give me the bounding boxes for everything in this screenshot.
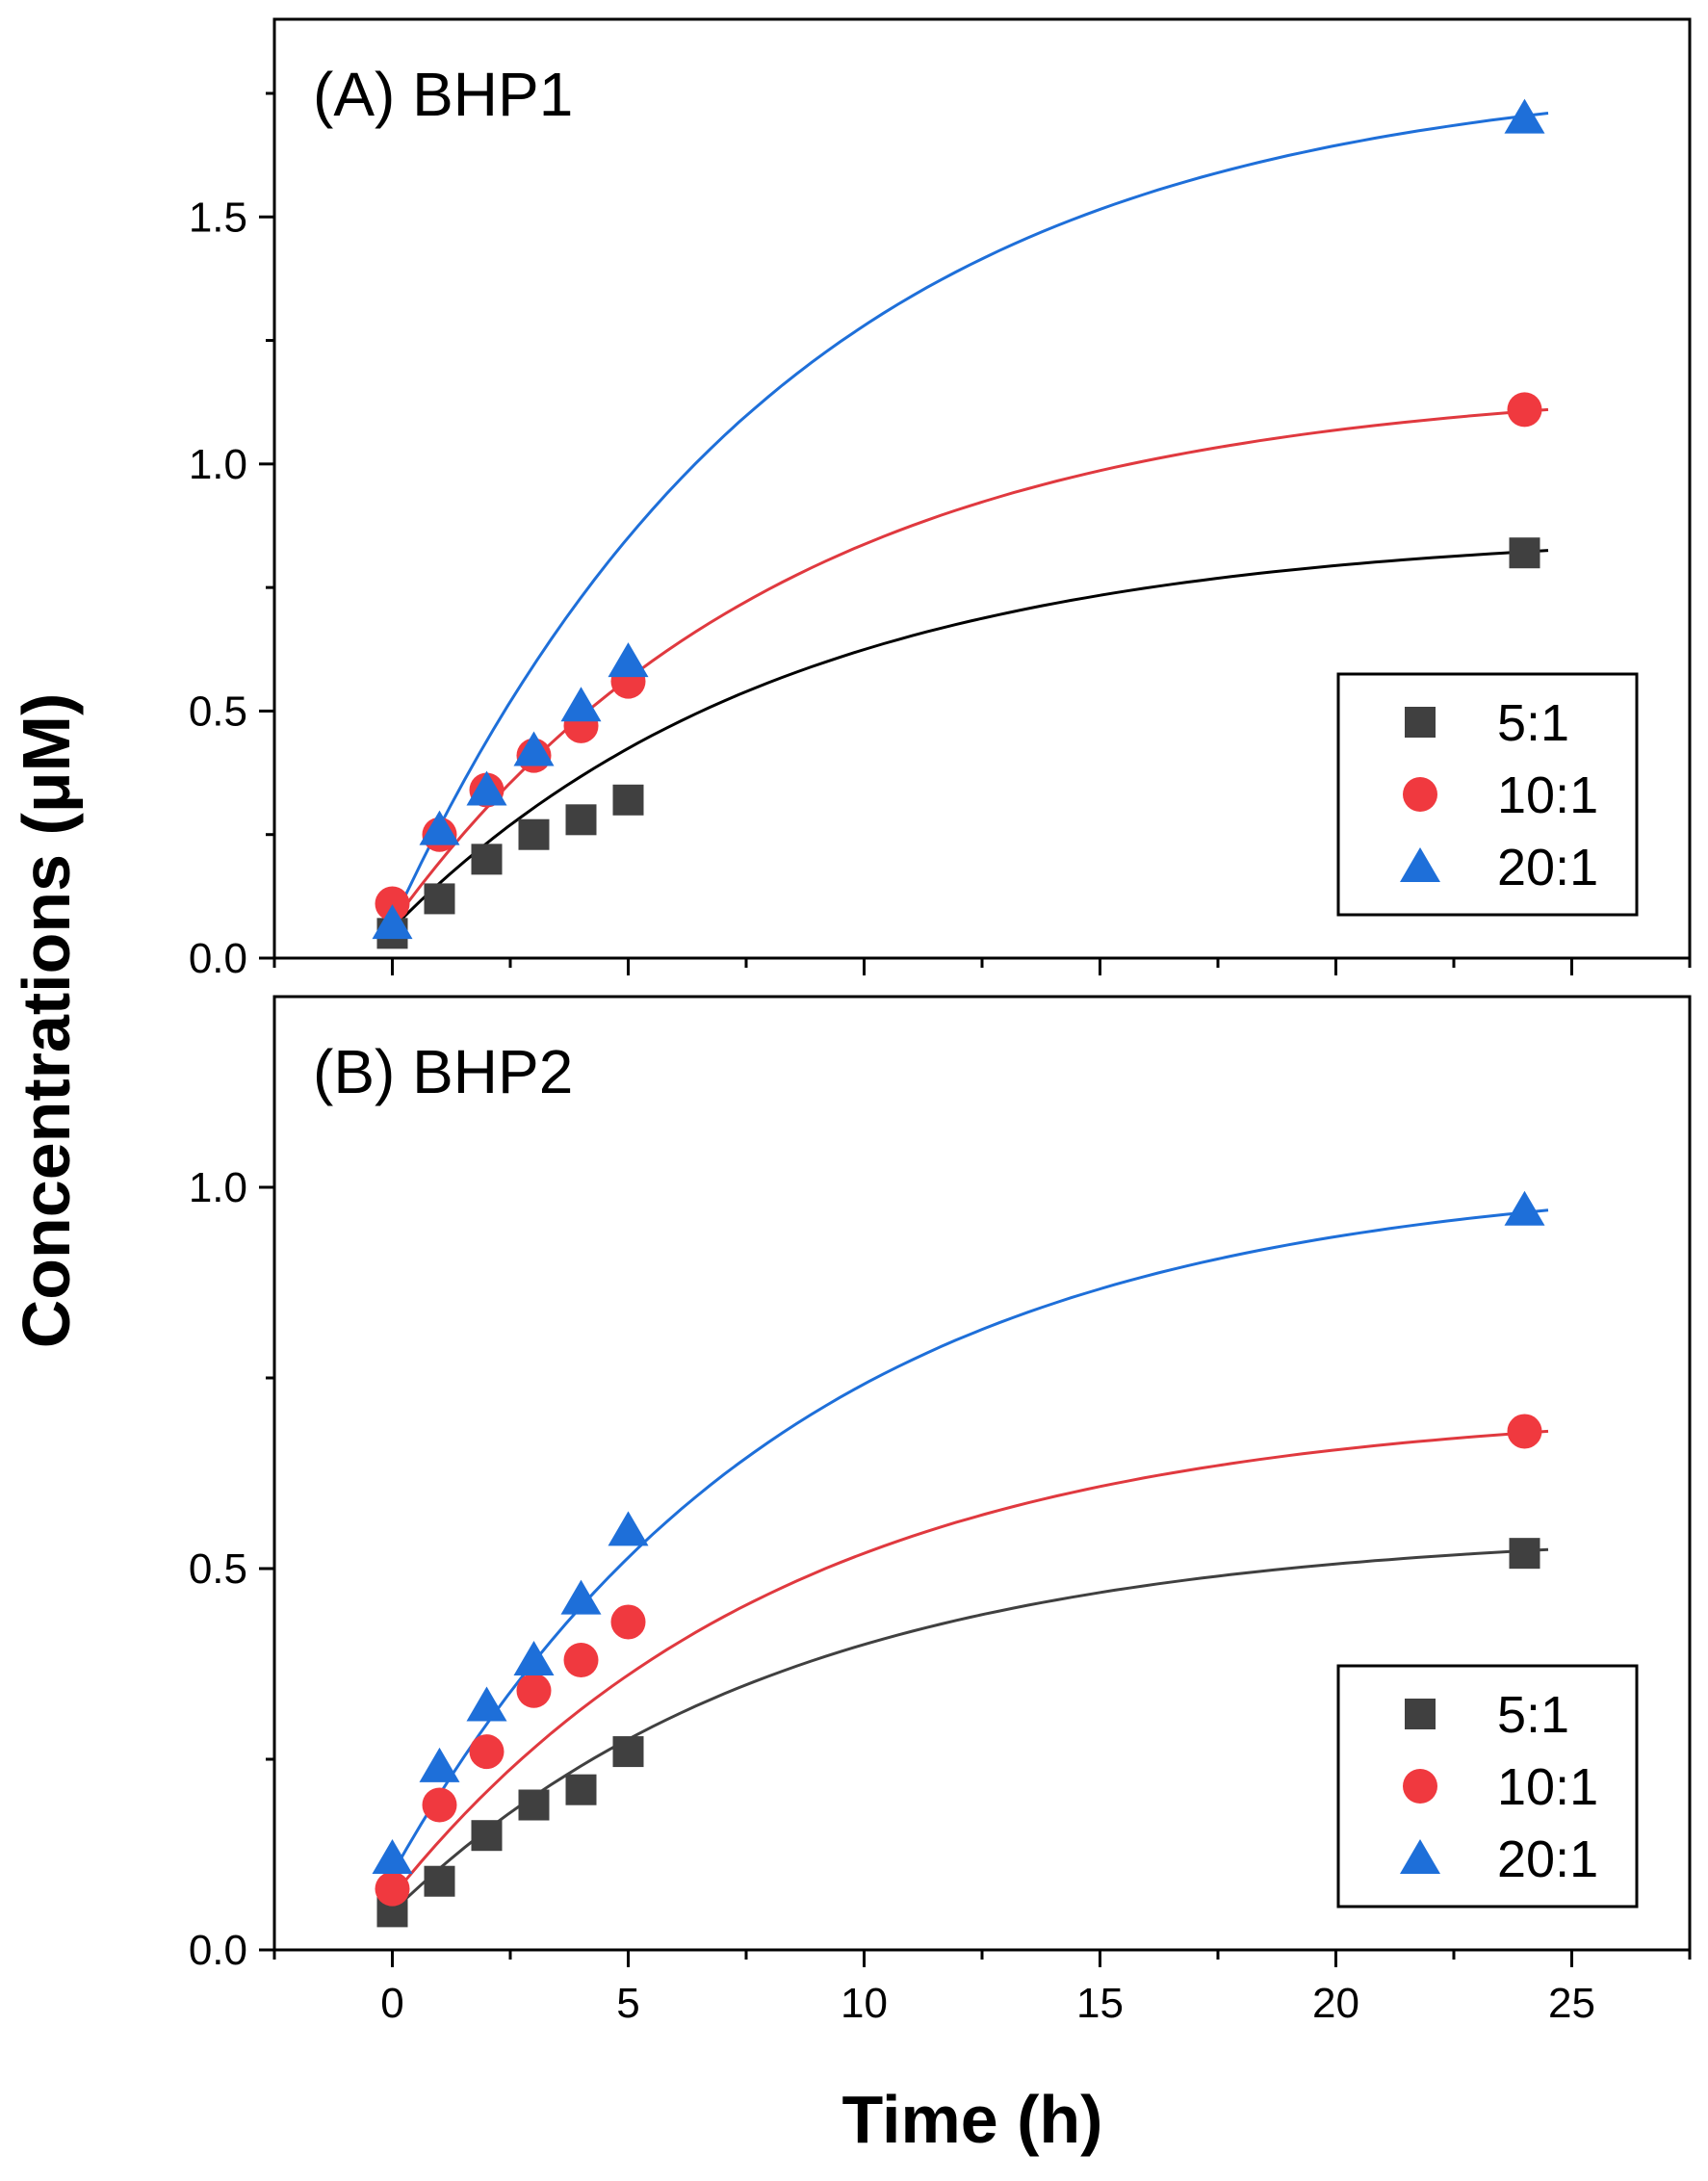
legend-marker-10-1 bbox=[1403, 777, 1437, 812]
data-point-10-1 bbox=[563, 1643, 599, 1678]
data-point-10-1 bbox=[422, 1787, 457, 1823]
data-point-20-1 bbox=[513, 731, 555, 766]
x-tick-label: 10 bbox=[841, 1980, 888, 2027]
legend-label: 10:1 bbox=[1497, 1758, 1598, 1816]
x-tick-label: 15 bbox=[1076, 1980, 1124, 2027]
y-tick-label: 1.5 bbox=[189, 194, 247, 241]
legend-label: 5:1 bbox=[1497, 694, 1569, 752]
data-point-5-1 bbox=[424, 883, 455, 915]
data-point-10-1 bbox=[1507, 392, 1542, 428]
data-point-5-1 bbox=[424, 1865, 455, 1897]
data-point-20-1 bbox=[608, 642, 649, 678]
data-point-10-1 bbox=[1507, 1414, 1542, 1449]
x-tick-label: 25 bbox=[1548, 1980, 1595, 2027]
panel-title: (A) BHP1 bbox=[313, 60, 573, 129]
y-tick-label: 0.5 bbox=[189, 1545, 247, 1593]
y-tick-label: 1.0 bbox=[189, 1164, 247, 1211]
data-point-5-1 bbox=[1509, 537, 1540, 569]
panel-b-bhp2: 0 5 10 15 20 25 0.0 0.5 1.0 (B) BHP2 5:1 10:1 20:1 bbox=[189, 995, 1692, 2027]
data-point-10-1 bbox=[469, 1734, 505, 1770]
legend-marker-5-1 bbox=[1405, 1699, 1436, 1729]
data-point-10-1 bbox=[375, 1871, 410, 1907]
legend-box bbox=[1336, 1664, 1639, 1908]
data-point-20-1 bbox=[608, 1511, 649, 1546]
data-point-20-1 bbox=[419, 810, 460, 845]
data-point-20-1 bbox=[513, 1641, 555, 1676]
legend-box bbox=[1336, 672, 1639, 917]
data-point-20-1 bbox=[466, 1686, 507, 1722]
data-point-5-1 bbox=[471, 844, 503, 875]
y-tick-label: 1.0 bbox=[189, 441, 247, 488]
data-point-5-1 bbox=[471, 1820, 503, 1852]
legend-marker-20-1 bbox=[1400, 1839, 1440, 1874]
data-point-10-1 bbox=[375, 886, 410, 922]
fit-curve-5-1 bbox=[391, 1547, 1549, 1913]
y-tick-label: 0.5 bbox=[189, 688, 247, 735]
data-point-10-1 bbox=[610, 1604, 646, 1640]
x-tick-label: 5 bbox=[616, 1980, 639, 2027]
y-axis-title: Concentrations (μM) bbox=[9, 693, 84, 1349]
y-tick-label: 0.0 bbox=[189, 935, 247, 982]
fit-curve-20-1 bbox=[391, 112, 1549, 924]
panel-title: (B) BHP2 bbox=[313, 1037, 573, 1106]
data-point-10-1 bbox=[516, 1673, 552, 1708]
data-point-20-1 bbox=[372, 904, 413, 940]
legend-marker-5-1 bbox=[1405, 707, 1436, 738]
data-point-5-1 bbox=[612, 784, 644, 816]
data-point-5-1 bbox=[518, 1789, 550, 1821]
legend-marker-10-1 bbox=[1403, 1769, 1437, 1804]
legend-label: 20:1 bbox=[1497, 1830, 1598, 1888]
data-point-20-1 bbox=[560, 687, 602, 722]
data-point-20-1 bbox=[1504, 98, 1545, 134]
data-point-5-1 bbox=[1509, 1538, 1540, 1570]
data-point-5-1 bbox=[612, 1736, 644, 1768]
data-point-5-1 bbox=[518, 818, 550, 850]
data-point-20-1 bbox=[1504, 1190, 1545, 1226]
data-point-5-1 bbox=[565, 1774, 597, 1805]
x-axis-title: Time (h) bbox=[842, 2082, 1103, 2157]
legend-label: 5:1 bbox=[1497, 1686, 1569, 1744]
data-point-20-1 bbox=[372, 1838, 413, 1874]
legend-label: 10:1 bbox=[1497, 766, 1598, 824]
x-tick-label: 0 bbox=[380, 1980, 403, 2027]
x-tick-label: 20 bbox=[1312, 1980, 1359, 2027]
y-tick-label: 0.0 bbox=[189, 1927, 247, 1974]
legend-marker-20-1 bbox=[1400, 847, 1440, 882]
data-point-5-1 bbox=[565, 804, 597, 836]
data-point-20-1 bbox=[560, 1579, 602, 1615]
fit-curve-10-1 bbox=[391, 1429, 1549, 1898]
data-point-20-1 bbox=[466, 770, 507, 806]
legend-label: 20:1 bbox=[1497, 839, 1598, 896]
fit-curve-5-1 bbox=[391, 549, 1549, 930]
panel-a-bhp1: 0.0 0.5 1.0 1.5 (A) BHP1 5:1 10:1 20:1 bbox=[189, 17, 1692, 982]
data-point-20-1 bbox=[419, 1747, 460, 1782]
